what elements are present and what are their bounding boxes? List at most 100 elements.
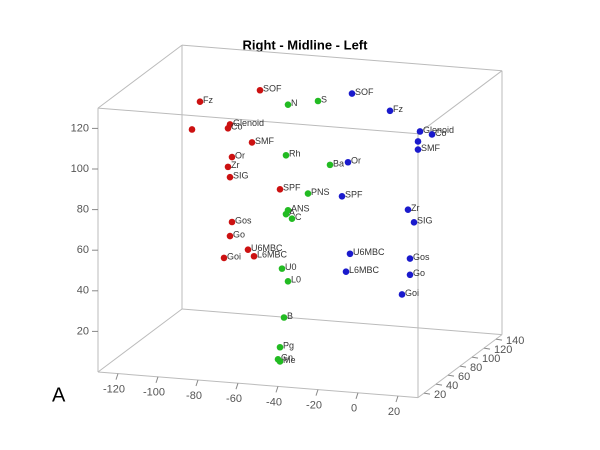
- point-label: Gn: [281, 353, 293, 363]
- point: [256, 86, 264, 94]
- y-tick-label: 100: [71, 163, 89, 175]
- point-label: B: [287, 311, 293, 321]
- y-tick-label: 40: [77, 285, 89, 297]
- point-label: SPF: [345, 190, 363, 200]
- point: [416, 128, 424, 135]
- point-label: C: [295, 212, 302, 222]
- point-label: SPF: [283, 183, 301, 193]
- panel-label: A: [52, 384, 66, 406]
- point-label: A: [289, 208, 295, 218]
- z-tick-label: 140: [506, 335, 524, 347]
- point: [276, 343, 284, 351]
- point-label: Zr: [411, 203, 420, 213]
- z-tick: [435, 383, 443, 386]
- point-label: SOF: [263, 84, 282, 94]
- x-tick-label: -20: [306, 400, 322, 412]
- point-label: Goi: [227, 251, 241, 261]
- x-tick-label: -60: [226, 393, 242, 405]
- x-tick-label: -120: [103, 384, 125, 396]
- point-label: Glenoid: [423, 125, 454, 135]
- z-tick: [423, 392, 431, 395]
- point-label: Fz: [393, 104, 403, 114]
- point-label: U0: [285, 262, 297, 272]
- x-tick: [355, 392, 359, 399]
- y-tick-label: 20: [77, 325, 89, 337]
- point: [348, 90, 356, 97]
- x-tick: [395, 395, 399, 403]
- point: [406, 255, 414, 262]
- z-tick: [471, 356, 479, 359]
- y-tick-label: 80: [77, 204, 89, 216]
- point-label: L6MBC: [257, 250, 288, 260]
- point: [346, 250, 354, 258]
- point-label: U6MBC: [251, 243, 283, 253]
- point: [326, 161, 334, 169]
- x-tick: [315, 389, 319, 396]
- point-label: SIG: [417, 216, 433, 226]
- point-label: L6MBC: [349, 265, 380, 275]
- point-label: PNS: [311, 187, 330, 197]
- point: [282, 210, 290, 218]
- z-tick: [447, 374, 455, 377]
- box-edge: [181, 44, 503, 72]
- point-label: Fz: [203, 95, 213, 105]
- point: [288, 215, 296, 222]
- point: [250, 252, 258, 260]
- point: [410, 219, 418, 226]
- point-label: Goi: [405, 288, 419, 298]
- point: [344, 158, 352, 166]
- z-tick: [495, 338, 503, 341]
- point: [398, 291, 406, 298]
- point-label: N: [291, 98, 298, 108]
- z-tick-label: 20: [434, 389, 446, 401]
- point: [196, 98, 204, 105]
- point: [278, 265, 286, 272]
- point-label: SOF: [355, 87, 374, 97]
- point-label: Go: [233, 229, 245, 239]
- z-tick: [483, 347, 491, 350]
- point-label: Rh: [289, 149, 301, 159]
- point-label: Co: [435, 128, 447, 138]
- box-edge: [417, 70, 503, 135]
- point: [386, 107, 394, 115]
- point-label: Or: [351, 156, 361, 166]
- x-tick: [155, 376, 159, 383]
- point: [226, 232, 234, 240]
- x-tick-label: 20: [388, 406, 400, 418]
- point: [406, 271, 414, 279]
- point: [338, 192, 346, 200]
- point-label: Or: [235, 150, 245, 160]
- point: [284, 101, 292, 108]
- point: [284, 277, 292, 285]
- box-edge: [97, 107, 419, 135]
- point: [224, 163, 232, 171]
- box-edge: [97, 371, 419, 399]
- y-tick-label: 60: [77, 244, 89, 256]
- point: [414, 146, 422, 153]
- x-tick-label: 0: [351, 403, 357, 415]
- box-edge: [97, 44, 183, 109]
- point: [228, 153, 236, 161]
- x-tick: [115, 373, 119, 380]
- point: [244, 246, 252, 253]
- x-tick-label: -80: [186, 390, 202, 402]
- point-label: SMF: [421, 143, 441, 153]
- point-label: Pg: [283, 341, 294, 351]
- x-tick: [195, 379, 199, 387]
- point-label: Me: [283, 355, 296, 365]
- point: [314, 97, 322, 105]
- z-tick-label: 80: [470, 362, 482, 374]
- y-tick-label: 120: [71, 122, 89, 134]
- x-tick-label: -100: [143, 387, 165, 399]
- point-label: ANS: [291, 204, 310, 214]
- point-label: L0: [291, 275, 301, 285]
- point: [220, 254, 228, 262]
- z-tick-label: 60: [458, 371, 470, 383]
- point: [282, 151, 290, 159]
- point: [280, 314, 288, 321]
- z-tick-label: 100: [482, 353, 500, 365]
- z-tick: [459, 365, 467, 368]
- point: [414, 138, 422, 145]
